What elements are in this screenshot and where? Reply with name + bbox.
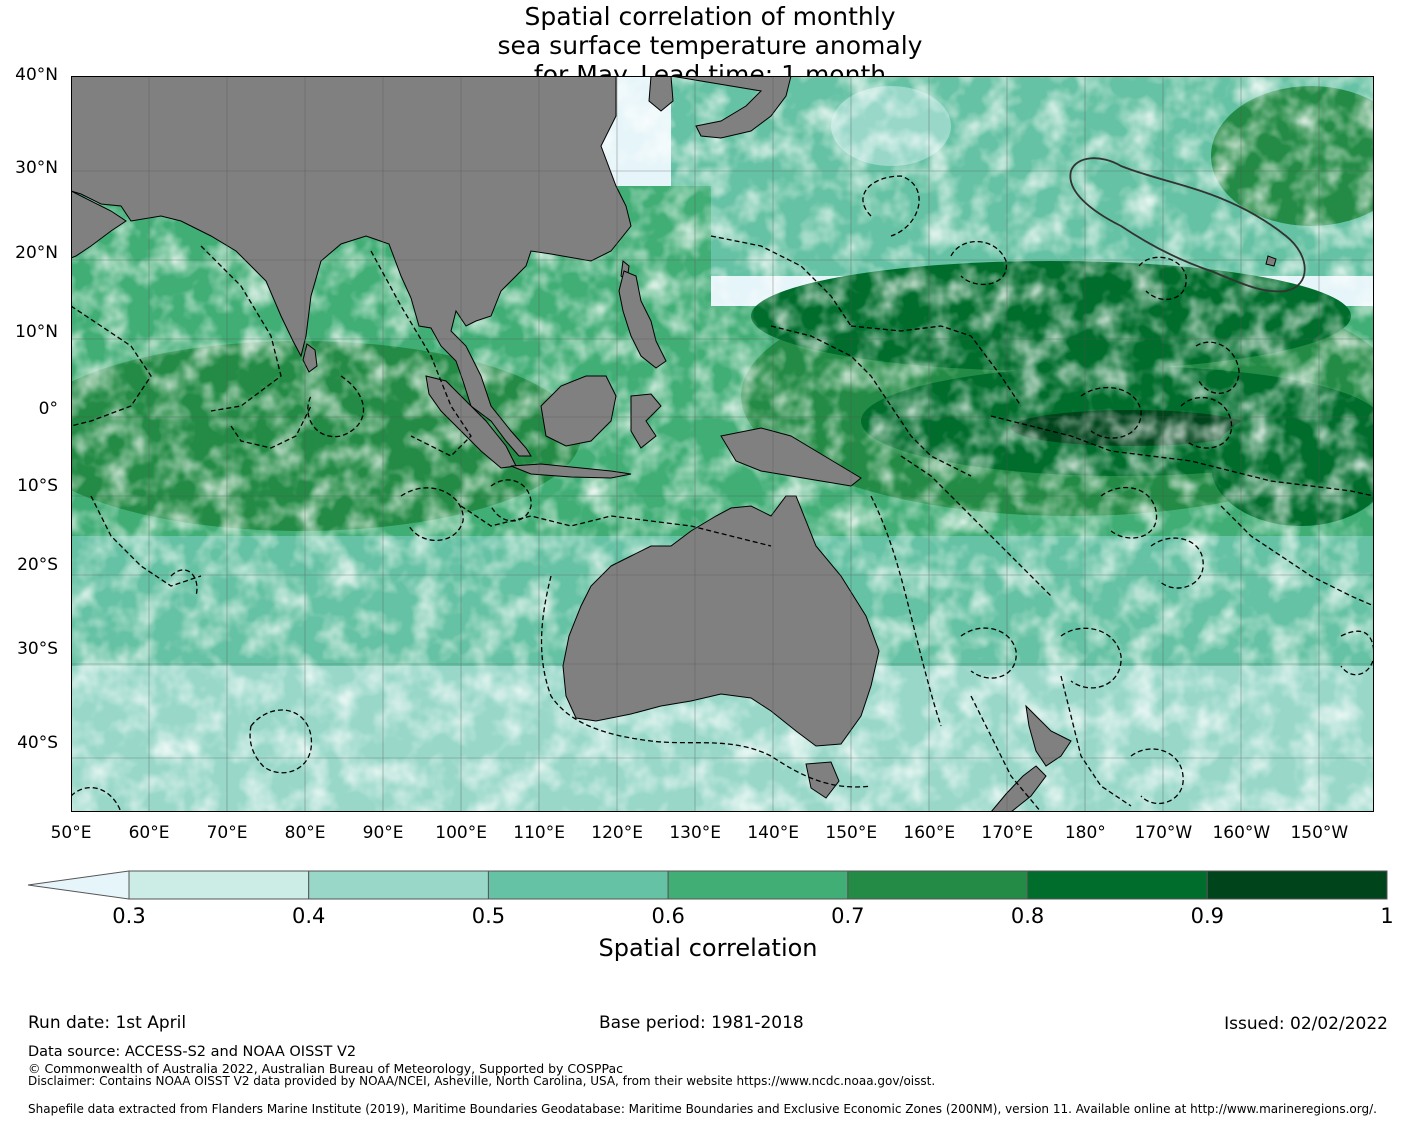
- land-sumatra: [425, 375, 517, 469]
- lon-tick-label: 160°E: [903, 823, 956, 843]
- lat-tick-label: 40°S: [17, 732, 58, 753]
- lon-tick-label: 170°E: [981, 823, 1034, 843]
- colorbar-tick-label: 0.6: [651, 904, 685, 928]
- issued-date: Issued: 02/02/2022: [1224, 1014, 1388, 1034]
- land-tasmania: [805, 761, 840, 799]
- land-arabia: [71, 190, 127, 259]
- data-source: Data source: ACCESS-S2 and NOAA OISST V2: [28, 1044, 357, 1060]
- colorbar-bin: [308, 870, 489, 900]
- lat-tick-label: 40°N: [15, 65, 58, 85]
- title-line-2: sea surface temperature anomaly: [497, 31, 923, 60]
- lat-tick-label: 30°S: [17, 639, 58, 660]
- lon-tick-label: 120°E: [591, 823, 643, 843]
- colorbar-frame: [128, 870, 1388, 900]
- colorbar-label: Spatial correlation: [598, 934, 818, 962]
- lon-tick-label: 150°E: [825, 823, 878, 843]
- land-new-guinea: [720, 427, 862, 487]
- shapefile-credit: Shapefile data extracted from Flanders M…: [28, 1102, 1377, 1116]
- chart-title: Spatial correlation of monthly sea surfa…: [360, 2, 1060, 89]
- land-java: [510, 463, 632, 479]
- lat-tick-label: 20°S: [17, 554, 58, 575]
- colorbar-bin: [1206, 870, 1388, 900]
- colorbar: [27, 870, 1388, 900]
- correlation-map: [71, 76, 1374, 812]
- run-date: Run date: 1st April: [28, 1013, 187, 1033]
- lat-tick-label: 10°N: [15, 322, 58, 343]
- lon-tick-label: 180°: [1064, 823, 1106, 843]
- lon-tick-label: 100°E: [435, 823, 487, 843]
- base-period: Base period: 1981-2018: [599, 1013, 804, 1033]
- lon-tick-label: 160°W: [1212, 823, 1271, 843]
- lat-tick-label: 20°N: [15, 242, 58, 263]
- land-japan: [670, 76, 792, 139]
- title-line-1: Spatial correlation of monthly: [524, 2, 896, 31]
- eez-boundaries: [71, 175, 1374, 812]
- lon-tick-label: 150°W: [1290, 823, 1349, 843]
- lon-tick-label: 130°E: [669, 823, 722, 843]
- lon-tick-label: 50°E: [50, 823, 92, 843]
- land-philippines: [618, 270, 667, 369]
- colorbar-bin: [847, 870, 1029, 900]
- lon-tick-label: 90°E: [362, 823, 404, 843]
- lon-tick-label: 70°E: [206, 823, 248, 843]
- land-hawaii: [1265, 255, 1277, 267]
- land-australia: [562, 495, 880, 747]
- colorbar-tick-label: 0.4: [292, 904, 326, 928]
- lon-tick-label: 60°E: [128, 823, 170, 843]
- colorbar-tick-label: 0.3: [112, 904, 146, 928]
- land-new-zealand-south: [990, 765, 1047, 812]
- colorbar-underflow-triangle: [27, 870, 130, 900]
- land-korea: [648, 76, 674, 112]
- lat-tick-label: 0°: [38, 398, 58, 419]
- disclaimer: Disclaimer: Contains NOAA OISST V2 data …: [28, 1074, 936, 1088]
- colorbar-bin: [667, 870, 849, 900]
- lon-tick-label: 80°E: [284, 823, 326, 843]
- colorbar-tick-label: 0.8: [1010, 904, 1045, 928]
- copyright-notice: © Commonwealth of Australia 2022, Austra…: [28, 1061, 623, 1076]
- lon-tick-label: 110°E: [513, 823, 565, 843]
- land-new-zealand-north: [1025, 704, 1072, 767]
- colorbar-tick-label: 0.9: [1190, 904, 1224, 928]
- colorbar-tick-label: 0.5: [471, 904, 506, 928]
- colorbar-bin: [1027, 870, 1208, 900]
- land-sri-lanka: [302, 343, 318, 373]
- colorbar-bin: [128, 870, 310, 900]
- hawaii-eez-outline: [1069, 157, 1306, 293]
- correlation-field: [71, 76, 1374, 812]
- lat-tick-label: 30°N: [15, 158, 58, 179]
- gridlines: [71, 76, 1374, 812]
- lat-tick-label: 10°S: [17, 475, 58, 496]
- colorbar-bin: [487, 870, 669, 900]
- land-borneo: [540, 375, 617, 447]
- lon-tick-label: 170°W: [1134, 823, 1193, 843]
- colorbar-tick-label: 0.7: [831, 904, 865, 928]
- colorbar-tick-label: 1: [1380, 904, 1394, 928]
- lon-tick-label: 140°E: [747, 823, 800, 843]
- map-frame: [71, 76, 1374, 812]
- land-sulawesi: [630, 393, 662, 449]
